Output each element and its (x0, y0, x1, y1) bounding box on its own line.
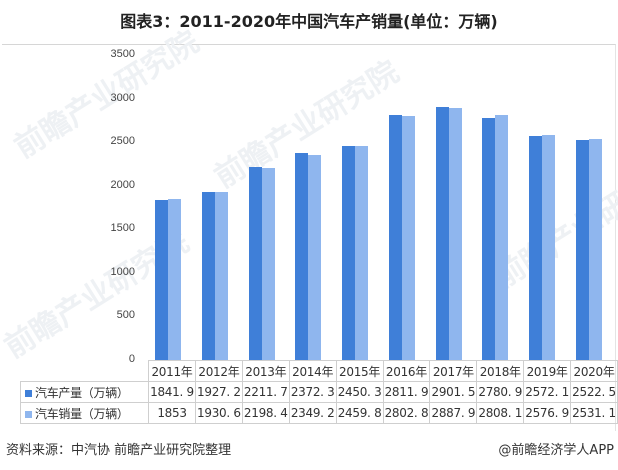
bar-sales (355, 145, 369, 360)
bar-sales (401, 115, 415, 360)
category-label: 2015年 (335, 360, 384, 382)
table-cell: 2450. 3 (335, 381, 384, 403)
legend-entry: 汽车销量（万辆） (19, 402, 150, 424)
bar-production (575, 140, 589, 360)
y-tick-label: 3000 (110, 91, 135, 104)
data-table: 2011年 2012年 2013年 2014年 2015年 2016年 2017年 2018年… (19, 360, 618, 424)
bar-production (202, 192, 216, 360)
category-label: 2013年 (241, 360, 290, 382)
y-tick-label: 1000 (110, 265, 135, 278)
chart-title: 图表3：2011-2020年中国汽车产销量(单位：万辆) (120, 12, 498, 31)
bar-sales (495, 115, 509, 360)
table-cell: 2887. 9 (429, 402, 478, 424)
table-cell: 2459. 8 (335, 402, 384, 424)
legend-entry: 汽车产量（万辆） (19, 381, 150, 403)
table-cell: 2780. 9 (476, 381, 525, 403)
bar-production (435, 107, 449, 360)
table-cell: 2349. 2 (288, 402, 337, 424)
table-cell: 2901. 5 (429, 381, 478, 403)
legend-label: 汽车销量（万辆） (35, 406, 129, 421)
table-row: 汽车产量（万辆） 1841. 9 1927. 2 2211. 7 2372. 3 2450… (19, 381, 618, 403)
bar-sales (215, 191, 229, 360)
table-cell: 2198. 4 (241, 402, 290, 424)
legend-swatch-icon (25, 410, 32, 418)
bar-sales (168, 198, 182, 360)
bar-production (482, 117, 496, 360)
bar-sales (448, 108, 462, 360)
category-label: 2017年 (429, 360, 478, 382)
table-cell: 1930. 6 (194, 402, 243, 424)
bar-production (388, 114, 402, 360)
category-label: 2012年 (194, 360, 243, 382)
table-cell: 2802. 8 (382, 402, 431, 424)
bar-production (248, 167, 262, 360)
category-label: 2016年 (382, 360, 431, 382)
bar-production (342, 146, 356, 360)
table-cell: 2522. 5 (570, 381, 618, 403)
y-tick-label: 2000 (110, 178, 135, 191)
bar-sales (541, 135, 555, 360)
bar-production (295, 153, 309, 360)
category-label: 2019年 (523, 360, 572, 382)
table-cell: 2211. 7 (241, 381, 290, 403)
source-note: 资料来源：中汽协 前瞻产业研究院整理 (6, 443, 232, 458)
category-label: 2014年 (288, 360, 337, 382)
table-cell: 1853 (148, 402, 196, 424)
table-cell: 2572. 1 (523, 381, 572, 403)
credit-note: @前瞻经济学人APP (498, 443, 614, 458)
table-cell: 2372. 3 (288, 381, 337, 403)
plot-area (145, 55, 612, 360)
category-label: 2011年 (148, 360, 196, 382)
legend-label: 汽车产量（万辆） (35, 385, 129, 400)
table-cell: 2811. 9 (382, 381, 431, 403)
chart-frame (2, 44, 616, 431)
table-corner (21, 361, 149, 382)
bar-sales (308, 155, 322, 360)
legend-swatch-icon (25, 389, 32, 397)
y-tick-label: 2500 (110, 135, 135, 148)
table-cell: 2576. 9 (523, 402, 572, 424)
bar-sales (261, 168, 275, 360)
bar-production (155, 199, 169, 360)
table-cell: 2531. 1 (570, 402, 618, 424)
bar-production (528, 135, 542, 360)
y-tick-label: 0 (128, 353, 135, 365)
table-row: 汽车销量（万辆） 1853 1930. 6 2198. 4 2349. 2 2459. 8… (19, 402, 618, 424)
category-label: 2020年 (570, 360, 618, 382)
table-cell: 2808. 1 (476, 402, 525, 424)
y-tick-label: 3500 (110, 48, 135, 60)
y-tick-label: 500 (116, 309, 135, 322)
table-cell: 1927. 2 (194, 381, 243, 403)
table-cell: 1841. 9 (148, 381, 196, 403)
bar-sales (588, 139, 602, 360)
y-tick-label: 1500 (110, 222, 135, 235)
category-label: 2018年 (476, 360, 525, 382)
